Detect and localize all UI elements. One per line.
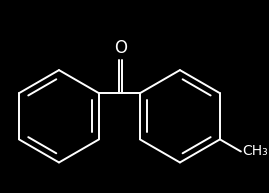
Text: CH₃: CH₃	[242, 145, 268, 158]
Text: O: O	[114, 39, 127, 57]
